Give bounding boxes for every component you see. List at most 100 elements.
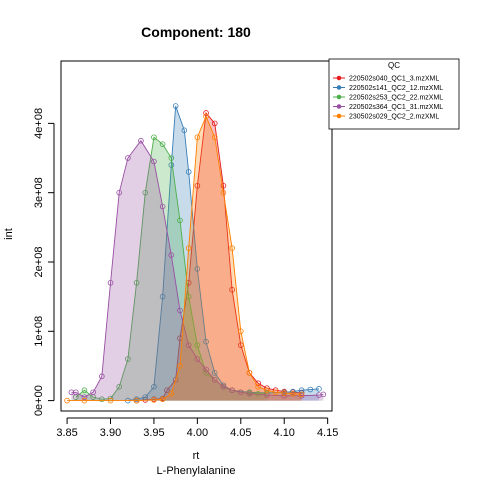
- legend-item: 220502s141_QC2_12.mzXML: [333, 85, 443, 92]
- chart-title: Component: 180: [141, 24, 251, 40]
- data-point: [185, 169, 192, 175]
- y-axis-label: int: [3, 228, 15, 240]
- data-point: [164, 387, 170, 394]
- data-point: [138, 137, 144, 144]
- series-area: [67, 116, 302, 401]
- series-area: [71, 140, 324, 401]
- legend-item: 220502s253_QC2_22.mzXML: [333, 95, 443, 102]
- plot-frame: [60, 60, 333, 412]
- data-point: [237, 328, 244, 335]
- y-tick-label: 0e+00: [33, 385, 45, 416]
- data-point: [177, 217, 183, 224]
- data-point: [281, 390, 288, 396]
- data-point: [107, 279, 114, 286]
- data-point: [264, 387, 270, 394]
- data-point: [298, 387, 305, 394]
- series-2: [125, 103, 322, 404]
- data-point: [211, 377, 218, 383]
- legend-item: 230502s029_QC2_2.mzXML: [333, 114, 439, 121]
- data-point: [229, 245, 235, 251]
- data-point: [237, 389, 244, 396]
- data-point: [316, 386, 322, 392]
- data-point: [159, 396, 166, 403]
- legend-item: 220502s040_QC1_3.mzXML: [333, 76, 439, 83]
- data-point: [255, 383, 261, 390]
- x-tick-label: 4.05: [230, 427, 251, 439]
- data-point: [246, 390, 253, 397]
- data-point: [133, 279, 140, 286]
- series-area: [75, 137, 267, 401]
- data-point: [99, 396, 105, 403]
- y-axis: 0e+00 1e+08 2e+08 3e+08 4e+08: [33, 108, 55, 416]
- series-line: [127, 105, 320, 402]
- data-point: [290, 390, 296, 397]
- legend-swatch-point: [336, 75, 342, 81]
- data-point: [81, 397, 88, 404]
- data-point: [298, 391, 305, 398]
- data-point: [90, 389, 96, 396]
- data-point: [172, 103, 179, 109]
- data-point: [81, 387, 88, 394]
- data-point: [151, 134, 157, 141]
- data-point: [64, 397, 70, 404]
- data-point: [142, 189, 149, 196]
- plot-area: [64, 103, 327, 404]
- x-tick-label: 4.10: [274, 427, 295, 439]
- data-point: [220, 189, 227, 196]
- legend-swatch-point: [336, 94, 342, 100]
- legend-label: 220502s253_QC2_22.mzXML: [349, 95, 443, 102]
- legend-label: 230502s029_QC2_2.mzXML: [349, 114, 439, 121]
- data-point: [151, 158, 157, 165]
- legend-label: 220502s141_QC2_12.mzXML: [349, 85, 443, 92]
- legend-swatch-point: [336, 104, 342, 109]
- series-line: [136, 111, 302, 402]
- data-point: [203, 113, 209, 120]
- x-tick-label: 3.90: [100, 427, 121, 439]
- series-line: [67, 115, 302, 402]
- data-point: [211, 120, 218, 127]
- series-area: [136, 112, 302, 401]
- data-point: [185, 342, 192, 348]
- x-tick-label: 4.00: [187, 427, 208, 439]
- data-point: [185, 245, 192, 251]
- x-tick-label: 3.95: [143, 427, 164, 439]
- x-tick-label: 3.85: [56, 427, 77, 439]
- data-point: [194, 266, 201, 272]
- legend-swatch-point: [336, 85, 342, 90]
- data-point: [194, 134, 201, 141]
- data-point: [185, 293, 192, 300]
- data-point: [81, 394, 88, 400]
- legend-label: 220502s040_QC1_3.mzXML: [349, 76, 439, 83]
- y-tick-label: 1e+08: [33, 316, 45, 347]
- data-point: [142, 394, 149, 400]
- data-point: [220, 182, 227, 189]
- legend-box: [328, 58, 460, 130]
- data-point: [68, 389, 75, 396]
- series-5: [64, 113, 305, 404]
- data-point: [194, 356, 201, 362]
- data-point: [99, 373, 105, 380]
- data-point: [320, 391, 327, 398]
- x-axis-label: rt: [193, 450, 200, 462]
- y-tick-label: 2e+08: [33, 247, 45, 278]
- data-point: [125, 155, 131, 161]
- series-area: [127, 106, 319, 401]
- data-point: [255, 390, 261, 397]
- data-point: [229, 387, 235, 394]
- y-tick-label: 4e+08: [33, 108, 45, 139]
- x-axis: 3.85 3.90 3.95 4.00 4.05 4.10 4.15: [56, 417, 338, 439]
- data-point: [116, 383, 122, 390]
- data-point: [203, 338, 209, 345]
- legend-label: 220502s364_QC1_31.mzXML: [349, 104, 443, 111]
- x-axis-subtitle: L-Phenylalanine: [157, 465, 236, 477]
- data-point: [107, 397, 114, 404]
- data-point: [211, 134, 218, 141]
- data-point: [125, 356, 131, 362]
- y-tick-label: 3e+08: [33, 177, 45, 208]
- data-point: [159, 141, 166, 147]
- legend-swatch-point: [336, 113, 342, 119]
- x-tick-label: 4.15: [317, 427, 338, 439]
- data-point: [151, 397, 157, 403]
- data-point: [168, 390, 175, 397]
